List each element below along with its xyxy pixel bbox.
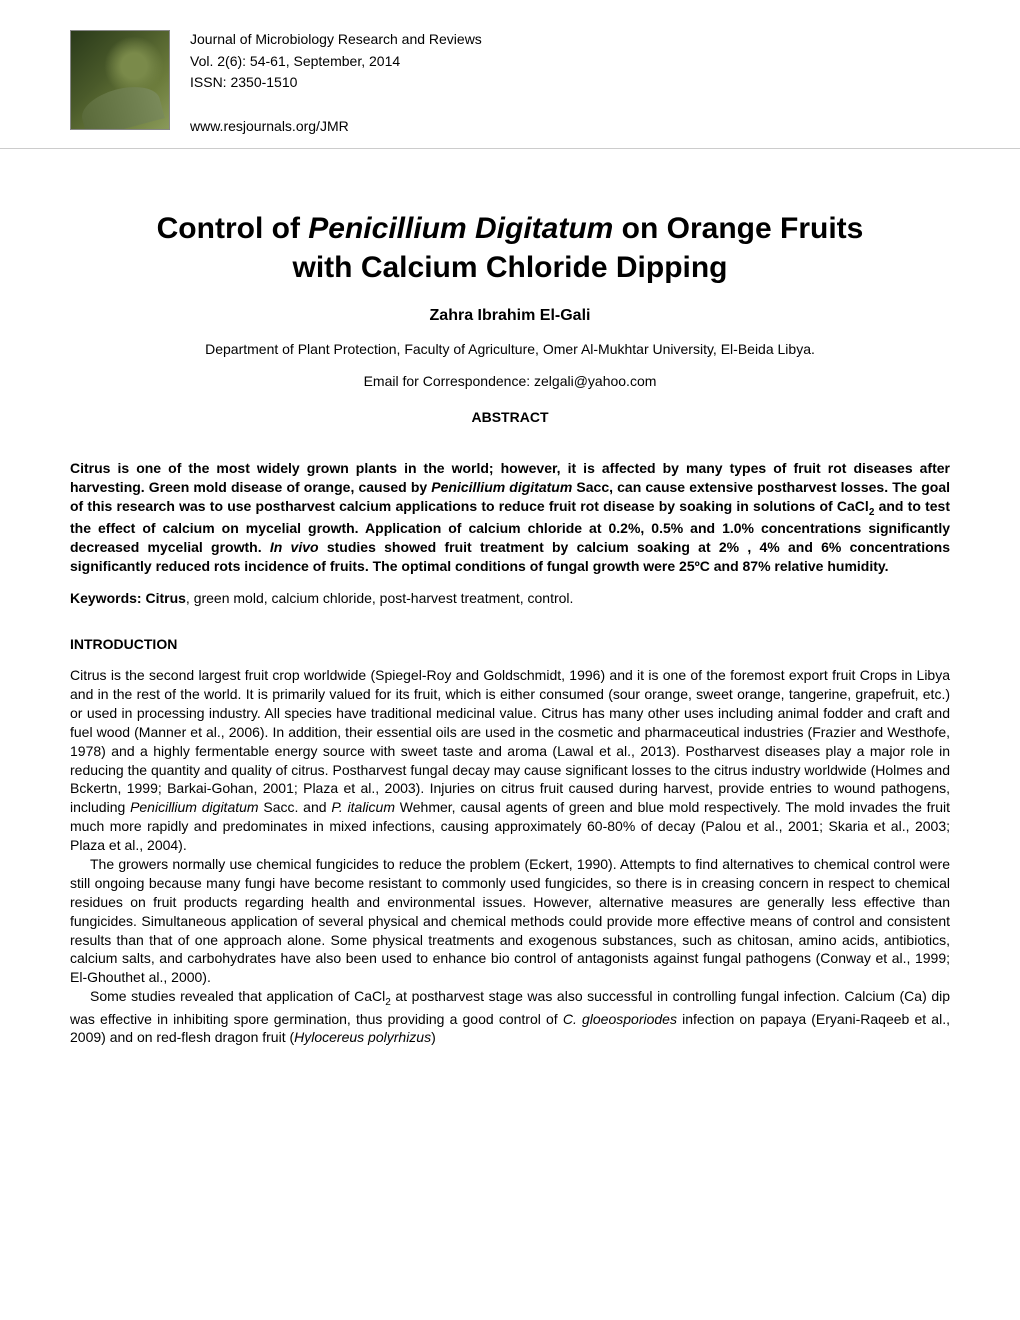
keywords-rest: , green mold, calcium chloride, post-har… bbox=[186, 590, 574, 606]
abstract-invivo: In vivo bbox=[270, 539, 319, 555]
para3-species1: C. gloeosporiodes bbox=[563, 1011, 677, 1027]
title-part1-rest: on Orange Fruits bbox=[613, 212, 863, 245]
journal-logo bbox=[70, 30, 170, 130]
correspondence-email: Email for Correspondence: zelgali@yahoo.… bbox=[70, 373, 950, 389]
author-name: Zahra Ibrahim El-Gali bbox=[70, 307, 950, 325]
issn-line: ISSN: 2350-1510 bbox=[190, 73, 482, 93]
keywords-line: Keywords: Citrus, green mold, calcium ch… bbox=[70, 590, 950, 606]
title-species: Penicillium Digitatum bbox=[308, 212, 613, 245]
para1-part1: Citrus is the second largest fruit crop … bbox=[70, 667, 950, 815]
author-affiliation: Department of Plant Protection, Faculty … bbox=[70, 341, 950, 357]
title-section: Control of Penicillium Digitatum on Oran… bbox=[0, 149, 1020, 459]
para3-part4: ) bbox=[431, 1029, 436, 1045]
abstract-section: Citrus is one of the most widely grown p… bbox=[0, 459, 1020, 606]
abstract-heading: ABSTRACT bbox=[70, 409, 950, 425]
intro-para1: Citrus is the second largest fruit crop … bbox=[70, 666, 950, 855]
para1-species2: P. italicum bbox=[331, 799, 395, 815]
journal-info: Journal of Microbiology Research and Rev… bbox=[190, 30, 482, 138]
website-url: www.resjournals.org/JMR bbox=[190, 117, 482, 137]
para3-species2: Hylocereus polyrhizus bbox=[294, 1029, 431, 1045]
journal-name: Journal of Microbiology Research and Rev… bbox=[190, 30, 482, 50]
volume-line: Vol. 2(6): 54-61, September, 2014 bbox=[190, 52, 482, 72]
keywords-label: Keywords: Citrus bbox=[70, 590, 186, 606]
body-section: INTRODUCTION Citrus is the second larges… bbox=[0, 636, 1020, 1077]
article-title: Control of Penicillium Digitatum on Oran… bbox=[70, 209, 950, 287]
title-part1: Control of bbox=[157, 212, 309, 245]
intro-para3: Some studies revealed that application o… bbox=[70, 987, 950, 1047]
introduction-heading: INTRODUCTION bbox=[70, 636, 950, 652]
intro-para2: The growers normally use chemical fungic… bbox=[70, 855, 950, 987]
title-line2: with Calcium Chloride Dipping bbox=[293, 251, 728, 284]
para3-part1: Some studies revealed that application o… bbox=[90, 988, 385, 1004]
para1-species1: Penicillium digitatum bbox=[130, 799, 259, 815]
header-section: Journal of Microbiology Research and Rev… bbox=[0, 0, 1020, 149]
abstract-text: Citrus is one of the most widely grown p… bbox=[70, 459, 950, 576]
abstract-species1: Penicillium digitatum bbox=[431, 479, 572, 495]
para1-part2: Sacc. and bbox=[259, 799, 332, 815]
